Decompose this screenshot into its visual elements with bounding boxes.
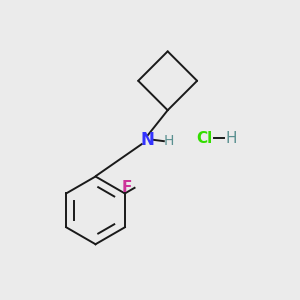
Text: Cl: Cl bbox=[196, 131, 213, 146]
Text: H: H bbox=[225, 131, 237, 146]
Text: H: H bbox=[164, 134, 174, 148]
Text: F: F bbox=[121, 180, 132, 195]
Text: N: N bbox=[140, 131, 154, 149]
